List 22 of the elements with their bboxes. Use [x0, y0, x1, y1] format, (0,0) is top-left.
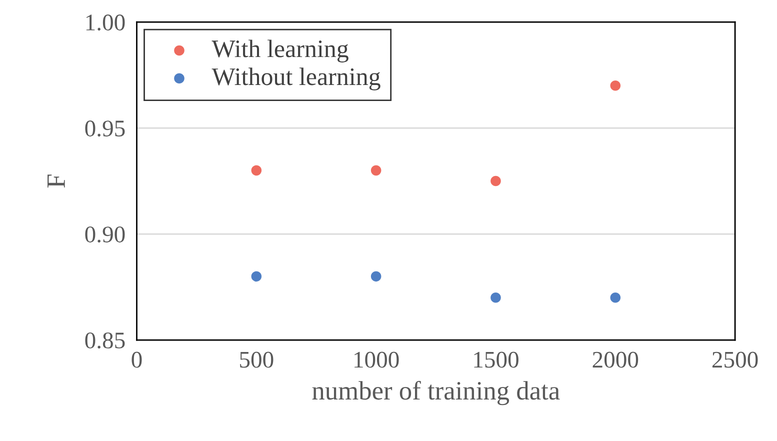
x-tick-label: 1000: [354, 352, 399, 368]
y-tick-label: 0.85: [85, 332, 125, 349]
legend-label: Without learning: [212, 68, 380, 90]
y-axis-title: F: [48, 174, 65, 188]
point: [370, 271, 382, 282]
x-tick-label: 500: [240, 352, 274, 368]
point: [490, 292, 501, 303]
x-tick-label: 0: [132, 352, 142, 368]
point: [370, 165, 382, 176]
point: [251, 271, 262, 282]
point: [610, 80, 621, 91]
x-tick-label: 2500: [712, 352, 758, 368]
x-tick-label: 1500: [474, 352, 518, 368]
x-tick-label: 2000: [592, 352, 638, 368]
y-tick-label: 0.95: [85, 120, 125, 137]
point: [610, 292, 621, 303]
x-axis-title: number of training data: [312, 380, 560, 406]
point: [490, 176, 501, 186]
y-tick-label: 0.90: [85, 226, 125, 243]
y-tick-label: 1.00: [86, 14, 125, 31]
point: [251, 165, 262, 176]
legend-label: With learning: [212, 40, 348, 62]
